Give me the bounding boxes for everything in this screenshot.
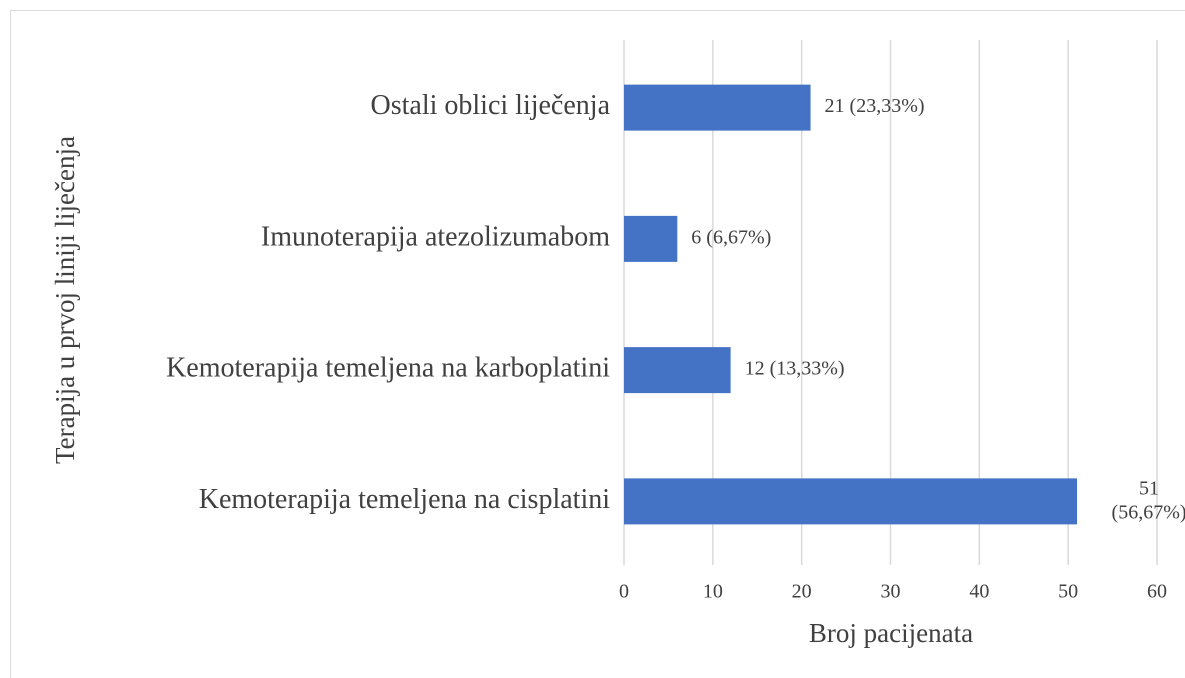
y-axis-title: Terapija u prvoj liniji liječenja: [50, 136, 80, 464]
chart-border: [10, 10, 1185, 678]
bar: [624, 478, 1078, 525]
value-label: 12 (13,33%): [745, 358, 845, 380]
bar: [624, 84, 811, 131]
x-tick-label: 10: [703, 581, 723, 603]
y-tick-label: Imunoterapija atezolizumabom: [261, 221, 610, 252]
x-tick-label: 60: [1147, 581, 1167, 603]
x-tick-label: 50: [1058, 581, 1078, 603]
y-tick-label: Ostali oblici liječenja: [371, 90, 611, 121]
value-label: 6 (6,67%): [691, 226, 771, 248]
x-tick-label: 40: [969, 581, 989, 603]
bar: [624, 347, 731, 394]
value-label: 21 (23,33%): [825, 95, 925, 117]
bar: [624, 215, 678, 262]
y-tick-label: Kemoterapija temeljena na cisplatini: [199, 484, 610, 515]
x-tick-label: 0: [619, 581, 629, 603]
y-tick-label: Kemoterapija temeljena na karboplatini: [166, 353, 610, 384]
x-axis-title: Broj pacijenata: [809, 618, 973, 648]
x-tick-label: 30: [881, 581, 901, 603]
x-tick-label: 20: [792, 581, 812, 603]
value-label: 51 (56,67%): [1112, 477, 1185, 523]
